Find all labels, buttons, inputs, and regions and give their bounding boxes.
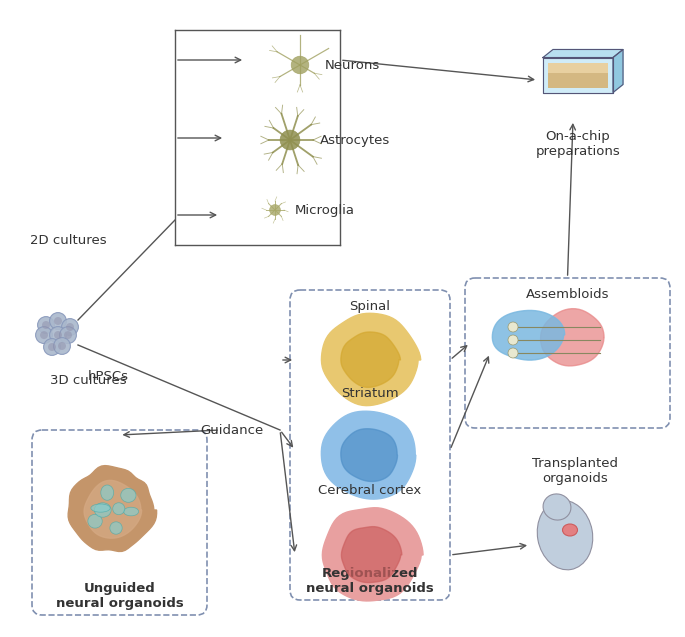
Polygon shape bbox=[323, 508, 423, 601]
Bar bbox=[548, 62, 608, 73]
Text: Cerebral cortex: Cerebral cortex bbox=[319, 484, 422, 497]
Circle shape bbox=[62, 318, 78, 336]
Text: Astrocytes: Astrocytes bbox=[320, 134, 390, 147]
Text: Unguided
neural organoids: Unguided neural organoids bbox=[55, 582, 184, 610]
Polygon shape bbox=[493, 310, 564, 360]
Circle shape bbox=[42, 321, 50, 329]
Polygon shape bbox=[341, 332, 401, 387]
Ellipse shape bbox=[543, 494, 571, 520]
Ellipse shape bbox=[101, 485, 114, 500]
Text: Regionalized
neural organoids: Regionalized neural organoids bbox=[306, 567, 434, 595]
Ellipse shape bbox=[562, 524, 577, 536]
Bar bbox=[548, 62, 608, 87]
Polygon shape bbox=[540, 309, 604, 366]
Polygon shape bbox=[321, 412, 416, 499]
Ellipse shape bbox=[95, 503, 111, 517]
Text: Transplanted
organoids: Transplanted organoids bbox=[532, 457, 618, 485]
Circle shape bbox=[58, 342, 66, 350]
Polygon shape bbox=[321, 313, 421, 406]
Text: Spinal: Spinal bbox=[349, 300, 390, 313]
Polygon shape bbox=[613, 50, 623, 92]
Circle shape bbox=[66, 323, 74, 331]
Circle shape bbox=[53, 338, 71, 354]
Circle shape bbox=[508, 322, 518, 332]
Circle shape bbox=[60, 327, 77, 343]
Circle shape bbox=[291, 56, 309, 74]
Circle shape bbox=[508, 335, 518, 345]
Text: 3D cultures: 3D cultures bbox=[50, 373, 127, 387]
Polygon shape bbox=[68, 466, 157, 552]
Ellipse shape bbox=[88, 514, 102, 528]
Circle shape bbox=[280, 130, 300, 150]
Circle shape bbox=[508, 348, 518, 358]
Text: On-a-chip
preparations: On-a-chip preparations bbox=[536, 130, 621, 158]
Circle shape bbox=[40, 331, 48, 339]
Circle shape bbox=[49, 327, 66, 343]
Circle shape bbox=[44, 339, 60, 355]
Circle shape bbox=[64, 331, 72, 339]
Polygon shape bbox=[543, 57, 613, 92]
Text: Assembloids: Assembloids bbox=[526, 288, 609, 301]
Text: Microglia: Microglia bbox=[295, 203, 355, 217]
Ellipse shape bbox=[91, 504, 110, 512]
Polygon shape bbox=[543, 50, 623, 57]
Text: hPSCs: hPSCs bbox=[88, 370, 129, 383]
Circle shape bbox=[38, 317, 54, 333]
Circle shape bbox=[54, 331, 62, 339]
Circle shape bbox=[270, 204, 280, 215]
Circle shape bbox=[36, 327, 52, 343]
Text: 2D cultures: 2D cultures bbox=[30, 234, 107, 247]
Polygon shape bbox=[341, 527, 402, 583]
Ellipse shape bbox=[537, 500, 593, 570]
Text: Guidance: Guidance bbox=[200, 424, 263, 436]
Polygon shape bbox=[84, 480, 142, 538]
Ellipse shape bbox=[121, 489, 136, 503]
Text: Neurons: Neurons bbox=[325, 59, 380, 71]
Ellipse shape bbox=[110, 522, 122, 534]
Ellipse shape bbox=[123, 507, 138, 516]
Ellipse shape bbox=[113, 503, 125, 515]
Polygon shape bbox=[341, 429, 397, 482]
Circle shape bbox=[49, 313, 66, 329]
Circle shape bbox=[48, 343, 56, 351]
Circle shape bbox=[54, 317, 62, 325]
Text: Striatum: Striatum bbox=[341, 387, 399, 400]
